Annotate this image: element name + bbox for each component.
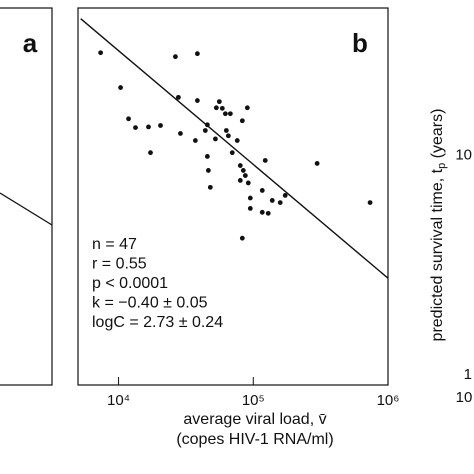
point [282, 192, 288, 198]
panel-b-frame [77, 7, 389, 386]
point [216, 99, 222, 105]
point [148, 150, 153, 156]
point [204, 154, 210, 159]
point [237, 178, 243, 183]
point [118, 85, 123, 90]
point [207, 184, 213, 190]
point [259, 209, 265, 215]
point [175, 94, 181, 100]
y-axis-label-text: predicted survival time, t [429, 168, 446, 341]
point [178, 131, 183, 136]
point [245, 180, 251, 186]
point [146, 124, 151, 130]
point [262, 158, 268, 163]
stat-annotation: p < 0.0001 [92, 275, 168, 292]
y-axis-label-end: (years) [429, 109, 446, 163]
point [194, 98, 200, 103]
point [247, 195, 253, 201]
point [192, 138, 198, 143]
point [237, 163, 243, 168]
point [204, 122, 210, 128]
point [213, 105, 219, 111]
point [367, 200, 373, 206]
point [244, 105, 250, 111]
point [229, 150, 235, 156]
point [126, 116, 131, 122]
stat-annotation: logC = 2.73 ± 0.24 [92, 314, 223, 331]
point [247, 206, 253, 211]
point [277, 200, 283, 206]
y-axis-label-sub: p [436, 163, 448, 169]
stat-annotation: n = 47 [92, 236, 137, 253]
point [158, 123, 163, 128]
point [239, 118, 245, 124]
point [133, 125, 138, 131]
point [227, 111, 233, 117]
x-tick-label: 10⁶ [377, 392, 400, 409]
x-axis-label: average viral load, v̄ [183, 411, 326, 428]
point [205, 168, 211, 173]
point [219, 105, 225, 111]
point [269, 198, 275, 203]
point [265, 210, 271, 216]
point [222, 111, 228, 117]
point [234, 138, 240, 143]
point [173, 54, 178, 60]
point [239, 235, 245, 241]
x-axis-label: (copes HIV-1 RNA/ml) [176, 431, 333, 448]
point [98, 50, 104, 56]
point [259, 188, 265, 193]
point [240, 168, 246, 173]
point [242, 173, 248, 178]
point [314, 161, 320, 166]
panel-a-frame [0, 7, 53, 386]
point [202, 128, 208, 133]
panel-label: a [23, 28, 38, 58]
y-tick-label: 10 [455, 146, 472, 163]
y-axis-label: predicted survival time, tp (years) [429, 109, 448, 342]
y-tick-label: 1 [464, 366, 472, 383]
stat-annotation: r = 0.55 [92, 256, 147, 273]
point [194, 51, 200, 57]
point [225, 133, 231, 139]
point [223, 128, 229, 133]
point [212, 136, 218, 142]
stat-annotation: k = −0.40 ± 0.05 [92, 295, 208, 312]
x-tick-label: 10⁴ [107, 392, 130, 409]
panel-label: b [352, 28, 368, 58]
x-tick-label: 10⁵ [242, 392, 265, 409]
x-tick-label: 10 [456, 389, 473, 406]
panel-a-fit-line [0, 192, 53, 226]
fit-line [80, 18, 389, 279]
